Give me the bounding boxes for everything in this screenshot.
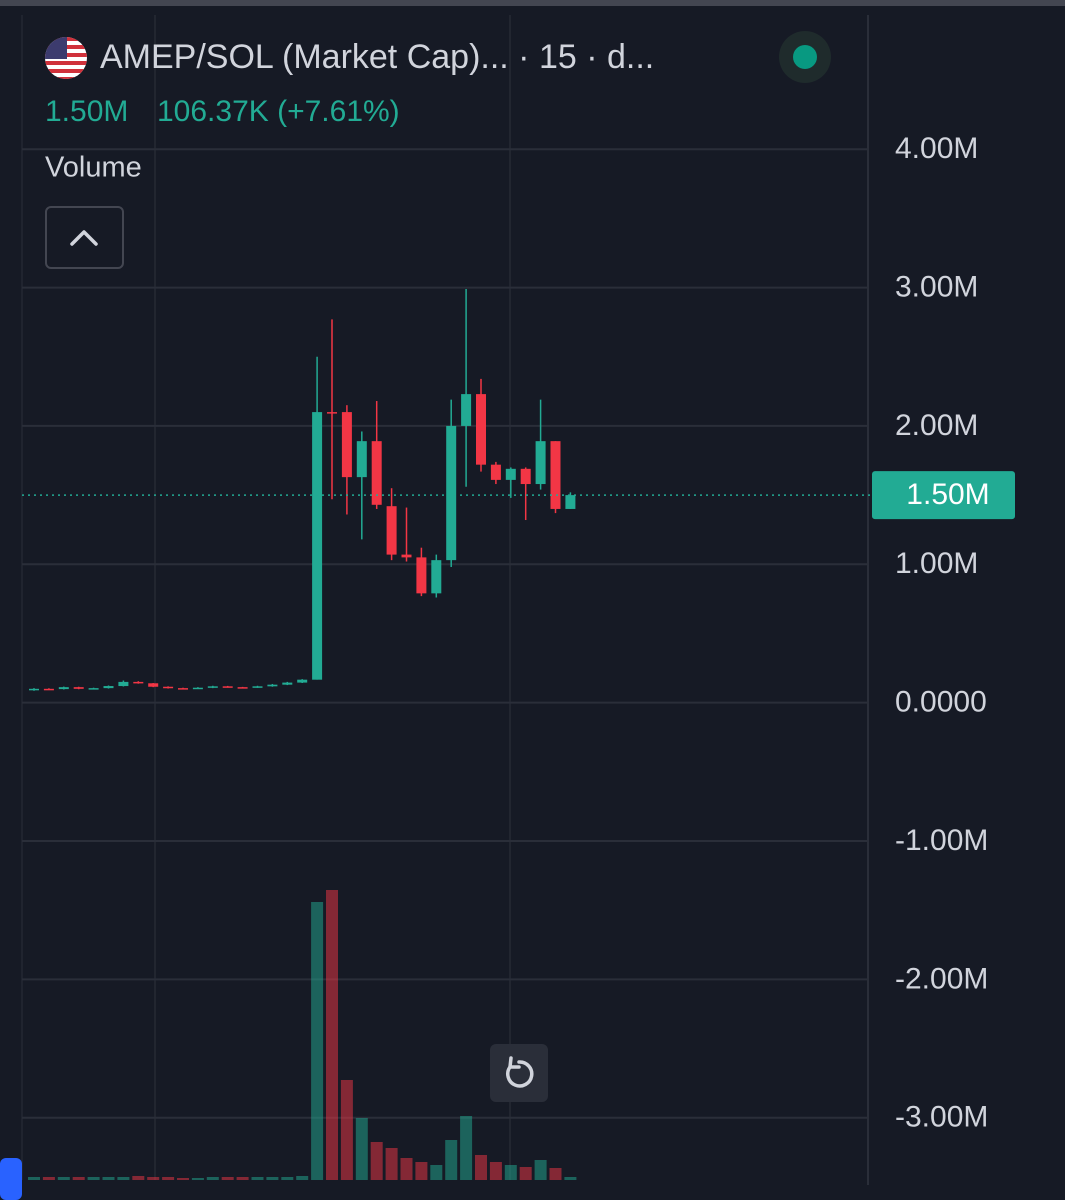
candle-body — [401, 554, 412, 558]
volume-bar — [147, 1177, 160, 1180]
volume-bar — [42, 1177, 55, 1180]
volume-bar — [206, 1177, 219, 1180]
volume-bar — [519, 1167, 532, 1180]
chart-title: AMEP/SOL (Market Cap)... · 15 · d... — [100, 38, 654, 76]
volume-bar — [281, 1177, 294, 1180]
volume-bar — [534, 1160, 547, 1180]
y-tick-label: -1.00M — [895, 824, 988, 857]
candle-body — [356, 441, 367, 478]
candle-body — [118, 681, 129, 687]
candle-body — [431, 560, 442, 594]
volume-bar — [296, 1176, 309, 1180]
candle-body — [148, 683, 159, 687]
candle-body — [461, 394, 472, 426]
header-change: 106.37K (+7.61%) — [157, 95, 400, 128]
y-tick-label: 3.00M — [895, 270, 978, 303]
y-tick-label: 4.00M — [895, 132, 978, 165]
status-dot — [793, 45, 817, 69]
candle-body — [520, 468, 531, 485]
volume-bar — [191, 1178, 204, 1180]
candle-body — [341, 412, 352, 478]
candle-body — [505, 468, 516, 480]
candle-body — [103, 686, 114, 689]
candle-body — [416, 557, 427, 594]
candle-body — [535, 441, 546, 485]
candle-body — [207, 686, 218, 688]
volume-bar — [489, 1162, 502, 1180]
y-tick-label: -3.00M — [895, 1101, 988, 1134]
volume-bar — [132, 1176, 145, 1180]
scroll-handle[interactable] — [0, 1158, 22, 1200]
candle-body — [282, 682, 293, 685]
candle-body — [267, 684, 278, 687]
candle-body — [297, 679, 308, 683]
volume-bar — [385, 1148, 398, 1180]
candle-body — [43, 688, 54, 691]
candle-body — [371, 441, 382, 505]
marks — [28, 288, 577, 1180]
volume-bar — [460, 1116, 473, 1180]
candle-body — [490, 464, 501, 480]
volume-bar — [117, 1177, 130, 1180]
volume-bar — [221, 1177, 234, 1180]
candle-body — [550, 441, 561, 509]
volume-bar — [162, 1177, 175, 1180]
volume-bar — [340, 1080, 353, 1180]
y-tick-label: 1.00M — [895, 547, 978, 580]
candle-body — [386, 506, 397, 555]
candle-body — [192, 687, 203, 690]
last-price-tag — [872, 471, 1015, 520]
volume-bar — [430, 1165, 443, 1180]
candle-body — [88, 688, 99, 690]
candle-body — [565, 495, 576, 509]
volume-bar — [311, 902, 324, 1180]
y-tick-label: 2.00M — [895, 409, 978, 442]
volume-bar — [72, 1177, 85, 1180]
candle-body — [476, 394, 486, 465]
candle-body — [29, 688, 39, 691]
candle-body — [446, 425, 457, 561]
volume-bar — [28, 1177, 40, 1180]
header-value: 1.50M — [45, 95, 128, 128]
volume-bar — [475, 1155, 487, 1180]
volume-bar — [266, 1177, 279, 1180]
volume-bar — [549, 1168, 562, 1180]
flag-icon — [45, 37, 87, 79]
y-tick-label: -2.00M — [895, 962, 988, 995]
volume-bar — [445, 1140, 458, 1180]
volume-bar — [251, 1177, 264, 1180]
reset-button[interactable] — [490, 1044, 548, 1102]
top-bar — [0, 0, 1065, 6]
candle-body — [312, 412, 323, 680]
candle-body — [222, 686, 233, 688]
volume-bar — [102, 1177, 115, 1180]
last-price-label: 1.50M — [906, 478, 989, 511]
y-tick-label: 0.0000 — [895, 686, 987, 719]
candle-body — [163, 686, 174, 689]
volume-bar — [400, 1158, 413, 1180]
volume-bar — [236, 1177, 249, 1180]
candle-body — [327, 412, 337, 414]
candle-body — [237, 687, 248, 689]
candle-body — [58, 687, 69, 690]
volume-bar — [177, 1178, 189, 1180]
volume-bar — [355, 1118, 368, 1180]
candle-body — [252, 686, 263, 688]
volume-bar — [415, 1162, 428, 1180]
volume-bar — [87, 1177, 100, 1180]
volume-bar — [326, 890, 338, 1180]
candle-body — [178, 688, 188, 690]
candle-body — [133, 681, 144, 684]
volume-bar — [370, 1142, 383, 1180]
volume-bar — [564, 1177, 577, 1180]
pane-label: Volume — [45, 152, 142, 184]
volume-bar — [504, 1165, 517, 1180]
candle-body — [73, 687, 84, 689]
collapse-button[interactable] — [45, 206, 124, 269]
volume-bar — [57, 1177, 70, 1180]
grid — [22, 148, 868, 1119]
